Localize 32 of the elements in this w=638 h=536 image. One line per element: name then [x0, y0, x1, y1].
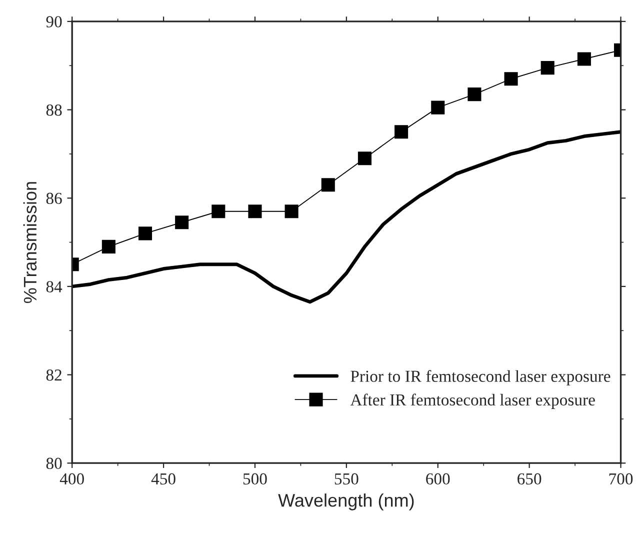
- point: [138, 226, 152, 240]
- x-tick-label: 550: [334, 473, 358, 485]
- point: [102, 240, 116, 254]
- y-tick-label: 86: [46, 192, 62, 204]
- x-axis-title: Wavelength (nm): [278, 493, 414, 510]
- point: [577, 52, 591, 66]
- point: [394, 125, 408, 139]
- line-series: [72, 130, 621, 304]
- point: [504, 72, 518, 86]
- y-tick-label: 88: [46, 104, 62, 116]
- legend-label: Prior to IR femtosecond laser exposure: [350, 370, 610, 386]
- x-tick-label: 500: [243, 473, 267, 485]
- x-tick-label: 650: [518, 473, 542, 485]
- point: [540, 61, 554, 75]
- y-tick-label: 90: [46, 16, 62, 28]
- point: [212, 204, 226, 218]
- y-tick-label: 80: [46, 458, 62, 470]
- point: [431, 100, 445, 114]
- point: [321, 178, 335, 192]
- point: [175, 216, 189, 230]
- y-axis-title: %Transmission: [23, 182, 37, 303]
- point: [358, 152, 372, 166]
- x-tick-label: 700: [609, 473, 633, 485]
- legend-label: After IR femtosecond laser exposure: [350, 394, 595, 409]
- point: [468, 88, 482, 102]
- point: [284, 204, 298, 218]
- y-tick-label: 82: [46, 369, 62, 381]
- x-tick-label: 450: [151, 473, 176, 485]
- point: [248, 204, 262, 218]
- x-tick-label: 600: [426, 473, 450, 485]
- x-tick-label: 400: [60, 473, 84, 485]
- y-tick-label: 84: [46, 281, 62, 292]
